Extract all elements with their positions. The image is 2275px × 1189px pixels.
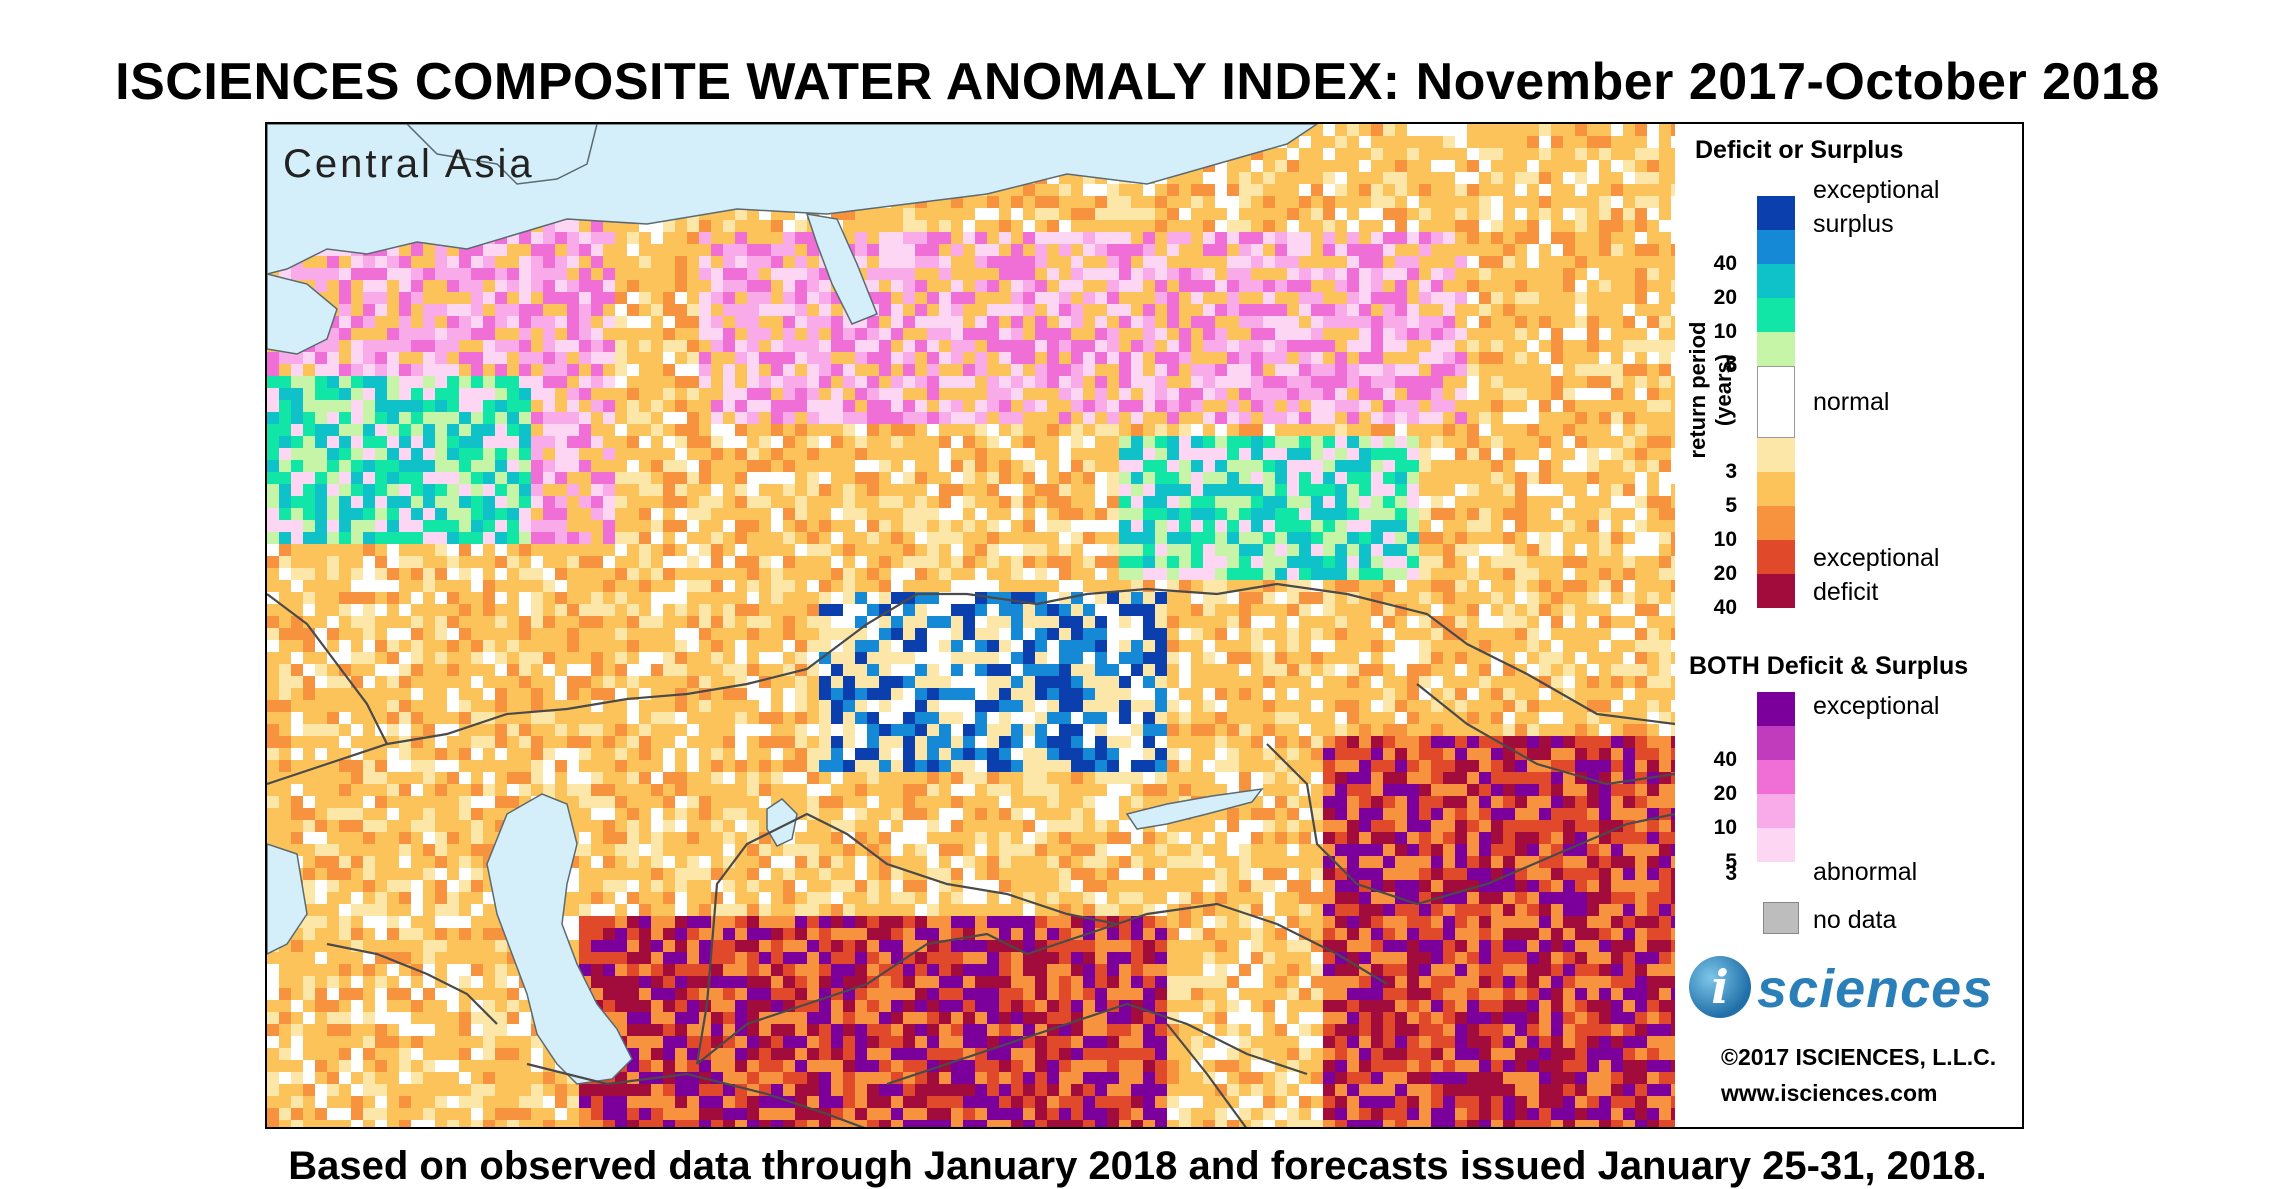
anomaly-map: Central Asia [267, 124, 1675, 1127]
caspian-sea [486, 793, 633, 1085]
label-exceptional-surplus-2: surplus [1813, 210, 1894, 238]
baltic-sea [267, 273, 338, 355]
deficit-swatch [1757, 574, 1795, 608]
surplus-swatch [1757, 298, 1795, 332]
no-data-swatch [1763, 902, 1799, 934]
deficit-tick: 5 [1725, 494, 1737, 517]
deficit-tick: 40 [1713, 596, 1737, 619]
both-swatch [1757, 828, 1795, 862]
both-swatch [1757, 726, 1795, 760]
china-border [1266, 743, 1675, 906]
both-swatch [1757, 760, 1795, 794]
both-swatch [1757, 794, 1795, 828]
legend: Deficit or Surplus return period (years)… [1675, 124, 2022, 1127]
logo-i-icon: i [1689, 956, 1751, 1018]
both-last-tick: 3 [1725, 862, 1737, 885]
logo-wordmark: sciences [1757, 959, 1994, 1019]
label-normal: normal [1813, 388, 1890, 416]
legend-heading-both: BOTH Deficit & Surplus [1689, 652, 1969, 680]
label-exceptional-deficit-2: deficit [1813, 578, 1879, 606]
deficit-swatch [1757, 540, 1795, 574]
surplus-swatch [1757, 196, 1795, 230]
black-sea-edge [267, 843, 308, 955]
label-both-exceptional: exceptional [1813, 692, 1940, 720]
uzbekistan-turkmenistan-border [696, 932, 1028, 1065]
label-no-data: no data [1813, 906, 1897, 934]
surplus-tick: 40 [1713, 252, 1737, 275]
surplus-tick: 5 [1725, 354, 1737, 377]
region-label: Central Asia [283, 142, 535, 186]
normal-swatch [1757, 366, 1795, 438]
both-tick: 10 [1713, 816, 1737, 839]
country-borders [267, 582, 1675, 1127]
label-both-abnormal: abnormal [1813, 858, 1918, 886]
afghan-pak-border [1166, 1023, 1247, 1127]
tajik-afghan-border [886, 1002, 1308, 1086]
russia-kazakhstan-border [267, 582, 1675, 786]
kyrgyz-border [1026, 902, 1388, 985]
white-sea [405, 124, 598, 185]
surplus-swatch [1757, 264, 1795, 298]
lake-balkhash [1125, 788, 1264, 830]
both-swatch [1757, 692, 1795, 726]
deficit-tick: 10 [1713, 528, 1737, 551]
both-tick: 40 [1713, 748, 1737, 771]
surplus-tick: 20 [1713, 286, 1737, 309]
anomaly-map-canvas [267, 124, 1675, 1127]
website: www.isciences.com [1721, 1080, 1938, 1106]
ob-gulf [805, 213, 878, 325]
copyright: ©2017 ISCIENCES, L.L.C. [1721, 1044, 1997, 1070]
map-title: ISCIENCES COMPOSITE WATER ANOMALY INDEX:… [115, 53, 2160, 111]
map-frame: Central Asia Deficit or Surplus return p… [265, 122, 2024, 1129]
west-border [267, 593, 388, 745]
footer-note: Based on observed data through January 2… [288, 1144, 1987, 1188]
deficit-swatch [1757, 438, 1795, 472]
legend-heading-deficit-surplus: Deficit or Surplus [1695, 136, 1904, 164]
deficit-tick: 3 [1725, 460, 1737, 483]
normal-tick: 3 [1725, 352, 1737, 375]
iran-border [526, 1062, 865, 1127]
surplus-tick: 10 [1713, 320, 1737, 343]
both-tick: 20 [1713, 782, 1737, 805]
kazakhstan-uzbekistan-border [695, 812, 1118, 1065]
water-bodies [267, 124, 1319, 1085]
surplus-swatch [1757, 332, 1795, 366]
both-tick: 5 [1725, 850, 1737, 873]
deficit-tick: 20 [1713, 562, 1737, 585]
deficit-swatch [1757, 472, 1795, 506]
caucasus-border [326, 942, 498, 1025]
deficit-swatch [1757, 506, 1795, 540]
mongolia-border [1416, 683, 1675, 786]
anomaly-cells [267, 124, 1675, 1127]
isciences-logo: i sciences [1689, 956, 2019, 1036]
aral-sea [766, 798, 798, 847]
surplus-swatch [1757, 230, 1795, 264]
label-exceptional-surplus-1: exceptional [1813, 176, 1940, 204]
label-exceptional-deficit-1: exceptional [1813, 544, 1940, 572]
